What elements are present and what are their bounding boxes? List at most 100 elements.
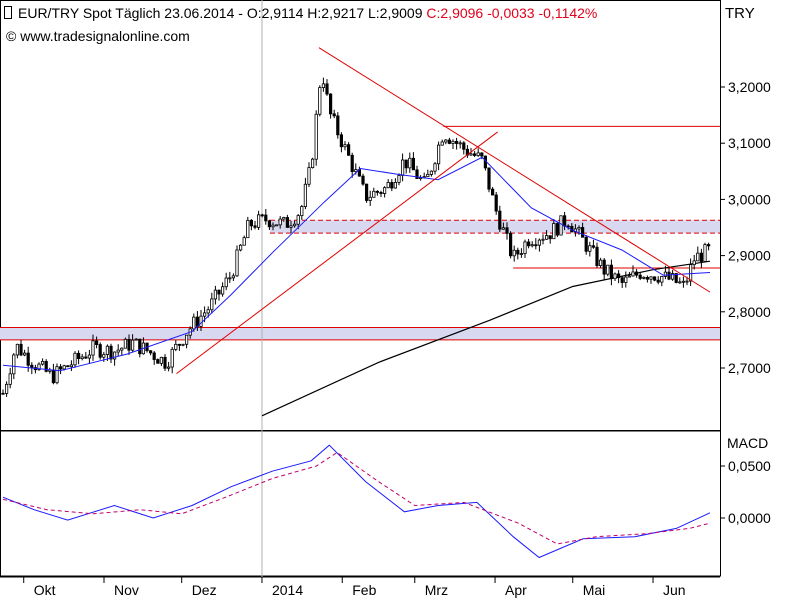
- candle-body: [674, 273, 678, 283]
- candle-body: [494, 194, 498, 212]
- candle-body: [631, 271, 635, 277]
- candle-body: [116, 349, 120, 353]
- candle-body: [681, 280, 686, 283]
- candle-body: [55, 366, 59, 384]
- candle-body: [296, 215, 300, 225]
- candle-body: [667, 271, 671, 280]
- candle-body: [95, 340, 99, 345]
- candle-body: [8, 373, 12, 385]
- macd-series-1: [2, 451, 711, 545]
- price-tick-label: 2,7000: [728, 360, 771, 376]
- candle-body: [310, 158, 315, 169]
- candle-body: [696, 252, 700, 262]
- candle-body: [91, 340, 95, 356]
- high-value: H:2,9217: [307, 5, 365, 21]
- candle-body: [440, 141, 444, 146]
- candle-body: [447, 139, 452, 144]
- candle-body: [292, 223, 297, 227]
- candle-body: [505, 227, 509, 234]
- candle-body: [548, 235, 552, 240]
- candle-body: [451, 140, 455, 144]
- candle-body: [519, 253, 524, 255]
- candle-body: [228, 277, 232, 280]
- candle-body: [105, 345, 109, 355]
- candle-body: [429, 170, 434, 175]
- candle-body: [699, 252, 704, 262]
- candle-body: [707, 244, 711, 247]
- candle-body: [472, 153, 477, 156]
- candle-body: [271, 224, 275, 228]
- price-tick-label: 3,1000: [728, 135, 771, 151]
- month-label: Nov: [114, 582, 139, 598]
- candle-body: [282, 217, 286, 220]
- candle-body: [170, 348, 174, 368]
- candle-body: [602, 259, 606, 275]
- candle-body: [66, 365, 70, 368]
- candle-body: [159, 356, 163, 364]
- candle-body: [339, 134, 344, 148]
- candle-body: [62, 365, 66, 370]
- candle-body: [480, 152, 484, 157]
- candle-body: [703, 244, 707, 262]
- candle-body: [256, 214, 261, 228]
- candle-body: [156, 359, 160, 364]
- candle-body: [138, 338, 142, 355]
- candle-body: [595, 246, 599, 267]
- candle-body: [69, 364, 73, 368]
- candle-body: [689, 264, 693, 282]
- candle-body: [289, 225, 293, 228]
- candle-body: [678, 281, 682, 284]
- candle-body: [534, 244, 538, 247]
- candle-body: [462, 142, 466, 150]
- sma-slow-line: [261, 260, 711, 417]
- candle-body: [375, 190, 380, 193]
- price-tick-label: 3,2000: [728, 79, 771, 95]
- candle-body: [152, 352, 156, 360]
- candle-body: [436, 144, 441, 165]
- candle-body: [408, 157, 412, 169]
- candle-body: [217, 289, 221, 295]
- candle-body: [501, 227, 506, 230]
- candle-body: [487, 167, 491, 190]
- candle-body: [59, 366, 63, 370]
- candle-body: [545, 235, 549, 240]
- candle-body: [109, 345, 113, 360]
- candle-body: [476, 152, 480, 156]
- candle-body: [393, 181, 398, 189]
- candle-body: [372, 190, 376, 198]
- candle-body: [653, 276, 657, 281]
- open-value: O:2,9114: [246, 5, 304, 21]
- candle-body: [314, 113, 318, 160]
- chart-marker-icon: [4, 6, 12, 19]
- candle-body: [382, 187, 387, 194]
- candle-body: [120, 347, 124, 351]
- candle-body: [80, 356, 84, 360]
- candle-body: [321, 83, 326, 89]
- candle-body: [246, 219, 250, 239]
- month-label: Okt: [34, 582, 56, 598]
- macd-series-0: [2, 444, 711, 559]
- sma-fast-line: [2, 156, 711, 372]
- candle-body: [84, 356, 88, 359]
- candle-body: [552, 223, 556, 240]
- chart-header: EUR/TRY Spot Täglich 23.06.2014 - O:2,91…: [4, 5, 597, 21]
- candle-body: [433, 163, 437, 172]
- candle-body: [260, 214, 264, 217]
- candle-body: [202, 312, 207, 317]
- candle-body: [37, 363, 41, 371]
- candle-body: [12, 354, 16, 375]
- candle-body: [346, 144, 351, 156]
- candle-body: [98, 344, 102, 358]
- candle-body: [127, 338, 131, 351]
- candle-body: [379, 192, 383, 194]
- candle-body: [181, 343, 185, 346]
- candle-body: [224, 277, 228, 288]
- candle-body: [390, 182, 394, 189]
- candle-body: [581, 227, 585, 238]
- candle-body: [469, 153, 473, 156]
- candle-body: [411, 157, 416, 171]
- chart-title: EUR/TRY Spot Täglich: [18, 5, 161, 21]
- source-label: © www.tradesignalonline.com: [6, 28, 190, 44]
- candle-body: [343, 144, 347, 148]
- candle-body: [192, 316, 196, 330]
